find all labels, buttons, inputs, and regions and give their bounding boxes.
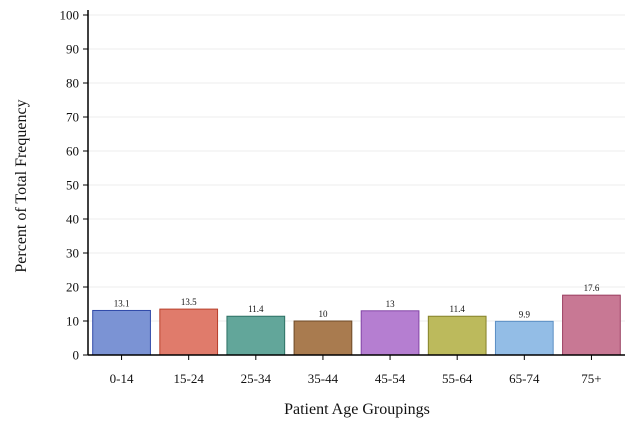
- bars: 13.1 13.5 11.4 10 13 11.4 9.9 17.6: [92, 283, 621, 356]
- bar: [226, 315, 286, 356]
- bar: [562, 294, 621, 356]
- y-tick-label: 80: [66, 76, 79, 91]
- x-axis: 0-14 15-24 25-34 35-44 45-54 55-64 65-74 75+: [88, 354, 625, 386]
- bar: [360, 310, 420, 356]
- y-tick-label: 100: [60, 8, 80, 23]
- data-label: 13: [386, 299, 396, 309]
- y-tick-label: 40: [66, 212, 79, 227]
- data-label: 10: [318, 309, 328, 319]
- x-tick-label: 0-14: [110, 371, 134, 386]
- x-tick-label: 35-44: [308, 371, 339, 386]
- y-tick-label: 0: [73, 348, 80, 363]
- y-tick-label: 60: [66, 144, 79, 159]
- data-label: 17.6: [584, 283, 600, 293]
- bar: [427, 315, 487, 356]
- x-tick-label: 65-74: [509, 371, 540, 386]
- x-tick-label: 55-64: [442, 371, 473, 386]
- gridlines: [88, 14, 625, 322]
- bar: [293, 320, 353, 356]
- y-tick-label: 70: [66, 110, 79, 125]
- y-tick-label: 10: [66, 314, 79, 329]
- y-tick-label: 30: [66, 246, 79, 261]
- y-axis-title: Percent of Total Frequency: [13, 99, 30, 272]
- bar: [494, 320, 554, 356]
- data-label: 13.1: [114, 298, 130, 308]
- y-tick-label: 50: [66, 178, 79, 193]
- y-tick-label: 90: [66, 42, 79, 57]
- y-axis: 0 10 20 30 40 50 60 70 80 90 100: [60, 8, 89, 363]
- bar: [92, 309, 151, 356]
- data-label: 11.4: [449, 304, 465, 314]
- x-tick-label: 15-24: [174, 371, 205, 386]
- data-label: 13.5: [181, 297, 197, 307]
- x-axis-title: Patient Age Groupings: [284, 401, 430, 418]
- data-label: 9.9: [519, 309, 531, 319]
- data-label: 11.4: [248, 304, 264, 314]
- y-tick-label: 20: [66, 280, 79, 295]
- x-tick-label: 25-34: [241, 371, 272, 386]
- x-tick-label: 45-54: [375, 371, 406, 386]
- x-tick-label: 75+: [581, 371, 601, 386]
- bar: [159, 308, 219, 356]
